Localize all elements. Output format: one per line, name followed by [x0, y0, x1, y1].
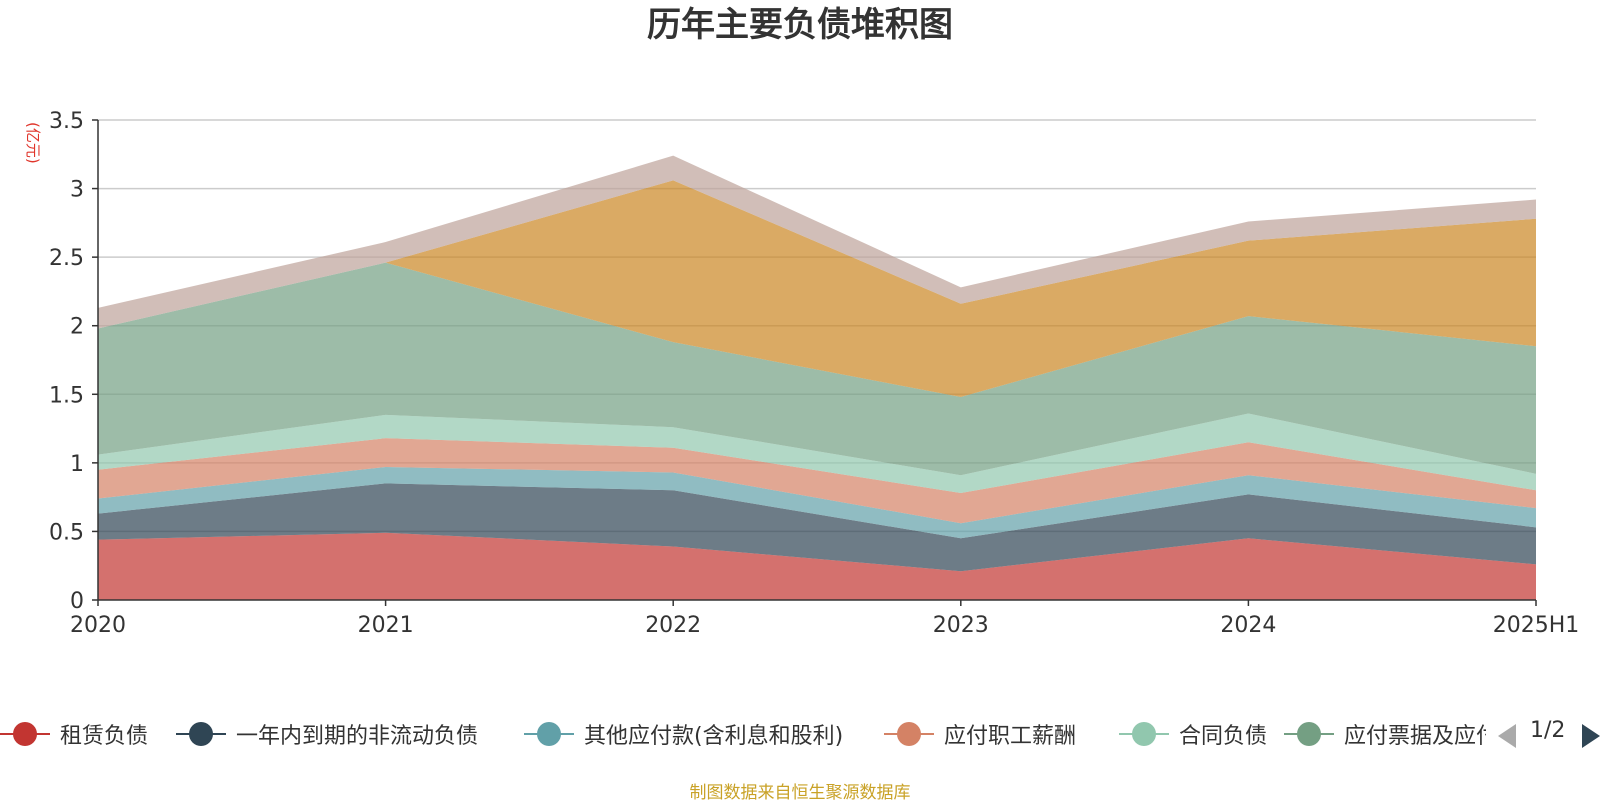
x-tick-label: 2022 — [645, 613, 701, 638]
legend-items: 租赁负债 一年内到期的非流动负债 其他应付款(含利息和股利) 应付职工薪酬 合同负债 应付… — [0, 716, 1486, 752]
area-series-group — [98, 155, 1536, 600]
x-tick-label: 2020 — [70, 613, 126, 638]
legend-marker-dot — [13, 722, 37, 746]
area-series-2 — [98, 466, 1536, 539]
legend-marker-dot — [897, 722, 921, 746]
x-tick-label: 2021 — [358, 613, 414, 638]
x-tick-label: 2024 — [1220, 613, 1276, 638]
legend-marker-dot — [1132, 722, 1156, 746]
legend-next-page-icon[interactable] — [1582, 724, 1600, 748]
legend-label: 合同负债 — [1179, 724, 1268, 749]
legend-label: 一年内到期的非流动负债 — [236, 724, 479, 749]
legend-label: 租赁负债 — [60, 724, 149, 749]
area-series-1 — [98, 483, 1536, 572]
y-tick-label: 3 — [70, 178, 84, 203]
legend-page-indicator: 1/2 — [1530, 718, 1566, 743]
legend-marker-dot — [537, 722, 561, 746]
area-series-6 — [98, 180, 1536, 398]
source-note: 制图数据来自恒生聚源数据库 — [689, 783, 911, 803]
area-series-4 — [98, 413, 1536, 494]
y-tick-label: 0 — [70, 589, 84, 614]
legend-item[interactable]: 一年内到期的非流动负债 — [176, 716, 478, 752]
legend-marker-icon — [884, 716, 934, 752]
y-tick-label: 3.5 — [49, 109, 84, 134]
legend-marker-icon — [1284, 716, 1334, 752]
legend-marker-dot — [1297, 722, 1321, 746]
legend-marker-icon — [1119, 716, 1169, 752]
area-series-3 — [98, 438, 1536, 524]
area-series-0 — [98, 532, 1536, 600]
axes: 0 0.5 1 1.5 2 2.5 3 3.5 2020 2021 2022 2023 2024 2025… — [49, 109, 1579, 638]
legend-label: 应付票据及应付账款 — [1344, 724, 1486, 749]
chart-title: 历年主要负债堆积图 — [647, 5, 953, 45]
legend-label: 应付职工薪酬 — [944, 724, 1077, 749]
y-tick-label: 0.5 — [49, 520, 84, 545]
legend-item[interactable]: 应付票据及应付账款 — [1284, 716, 1486, 752]
legend-label: 其他应付款(含利息和股利) — [584, 724, 844, 749]
y-tick-label: 2.5 — [49, 246, 84, 271]
y-tick-label: 2 — [70, 315, 84, 340]
legend-marker-icon — [524, 716, 574, 752]
y-tick-label: 1.5 — [49, 383, 84, 408]
area-series-5 — [98, 262, 1536, 476]
legend-item[interactable]: 合同负债 — [1119, 716, 1267, 752]
y-tick-label: 1 — [70, 452, 84, 477]
legend-prev-page-icon[interactable] — [1498, 724, 1516, 748]
x-tick-label: 2023 — [933, 613, 989, 638]
legend: 租赁负债 一年内到期的非流动负债 其他应付款(含利息和股利) 应付职工薪酬 合同负债 应付… — [0, 716, 1600, 752]
legend-marker-icon — [0, 716, 50, 752]
legend-item[interactable]: 应付职工薪酬 — [884, 716, 1076, 752]
legend-marker-dot — [189, 722, 213, 746]
legend-marker-icon — [176, 716, 226, 752]
legend-item[interactable]: 租赁负债 — [0, 716, 148, 752]
legend-item[interactable]: 其他应付款(含利息和股利) — [524, 716, 843, 752]
x-tick-label: 2025H1 — [1493, 613, 1580, 638]
area-series-7 — [98, 155, 1536, 329]
